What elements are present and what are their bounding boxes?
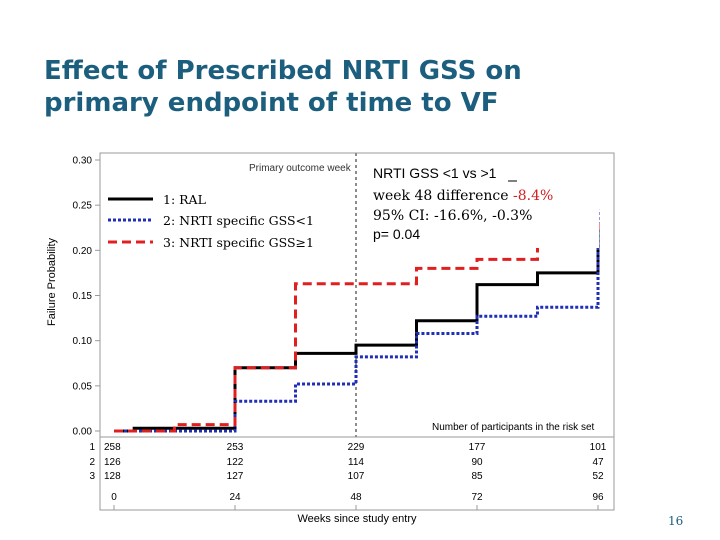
- annotation-line-2-value: -8.4%: [513, 188, 553, 204]
- risk-table-cell: 128: [104, 471, 121, 482]
- annotation-line-2-prefix: week 48 difference: [373, 188, 513, 204]
- y-tick-label: 0.00: [73, 427, 93, 438]
- x-axis-label: Weeks since study entry: [297, 513, 417, 525]
- x-tick-label: 48: [350, 492, 362, 503]
- y-tick-label: 0.25: [73, 201, 93, 212]
- x-tick-label: 96: [592, 492, 604, 503]
- y-tick-label: 0.15: [73, 291, 93, 302]
- risk-table-cell: 229: [348, 442, 365, 453]
- risk-table-cell: 177: [469, 442, 486, 453]
- risk-table-title: Number of participants in the risk set: [432, 422, 595, 433]
- annotation-line-3: 95% CI: -16.6%, -0.3%: [373, 208, 532, 224]
- slide-title: Effect of Prescribed NRTI GSS on primary…: [44, 55, 684, 119]
- y-axis-label: Failure Probability: [46, 237, 58, 326]
- series-line-2: [114, 209, 600, 433]
- annotation-line-2: week 48 difference -8.4%: [373, 188, 553, 204]
- slide-title-line-1: Effect of Prescribed NRTI GSS on: [44, 56, 522, 86]
- risk-row-id: 2: [89, 457, 95, 468]
- annotation-line-1: NRTI GSS <1 vs >1: [373, 165, 497, 181]
- risk-table-cell: 258: [104, 442, 121, 453]
- risk-row-id: 1: [89, 442, 95, 453]
- y-tick-label: 0.10: [73, 336, 93, 347]
- annotation-line-4: p= 0.04: [373, 226, 420, 242]
- reference-line-label: Primary outcome week: [249, 163, 352, 174]
- x-tick-label: 72: [471, 492, 483, 503]
- risk-table-cell: 52: [592, 471, 604, 482]
- risk-table-cell: 107: [348, 471, 365, 482]
- risk-table-cell: 85: [471, 471, 483, 482]
- legend: 1: RAL 2: NRTI specific GSS<1 3: NRTI sp…: [108, 192, 314, 250]
- legend-label-3: 3: NRTI specific GSS≥1: [163, 235, 314, 250]
- annotation-box: NRTI GSS <1 vs >1 week 48 difference -8.…: [367, 160, 599, 248]
- risk-table-cell: 253: [227, 442, 244, 453]
- page-number: 16: [668, 514, 684, 528]
- series-line-1: [114, 227, 600, 433]
- risk-row-id: 3: [89, 471, 95, 482]
- legend-label-2: 2: NRTI specific GSS<1: [163, 213, 314, 228]
- y-tick-label: 0.20: [73, 246, 93, 257]
- x-tick-label: 24: [229, 492, 241, 503]
- risk-table-cell: 126: [104, 457, 121, 468]
- risk-table-cell: 122: [227, 457, 244, 468]
- slide-title-line-2: primary endpoint of time to VF: [44, 88, 499, 118]
- risk-table-cell: 90: [471, 457, 483, 468]
- legend-label-1: 1: RAL: [163, 192, 206, 207]
- risk-table-cell: 47: [592, 457, 604, 468]
- y-tick-label: 0.30: [73, 156, 93, 167]
- x-tick-label: 0: [111, 492, 117, 503]
- risk-table-cell: 101: [590, 442, 607, 453]
- y-tick-label: 0.05: [73, 381, 93, 392]
- risk-table-cell: 127: [227, 471, 244, 482]
- risk-table-cell: 114: [348, 457, 364, 468]
